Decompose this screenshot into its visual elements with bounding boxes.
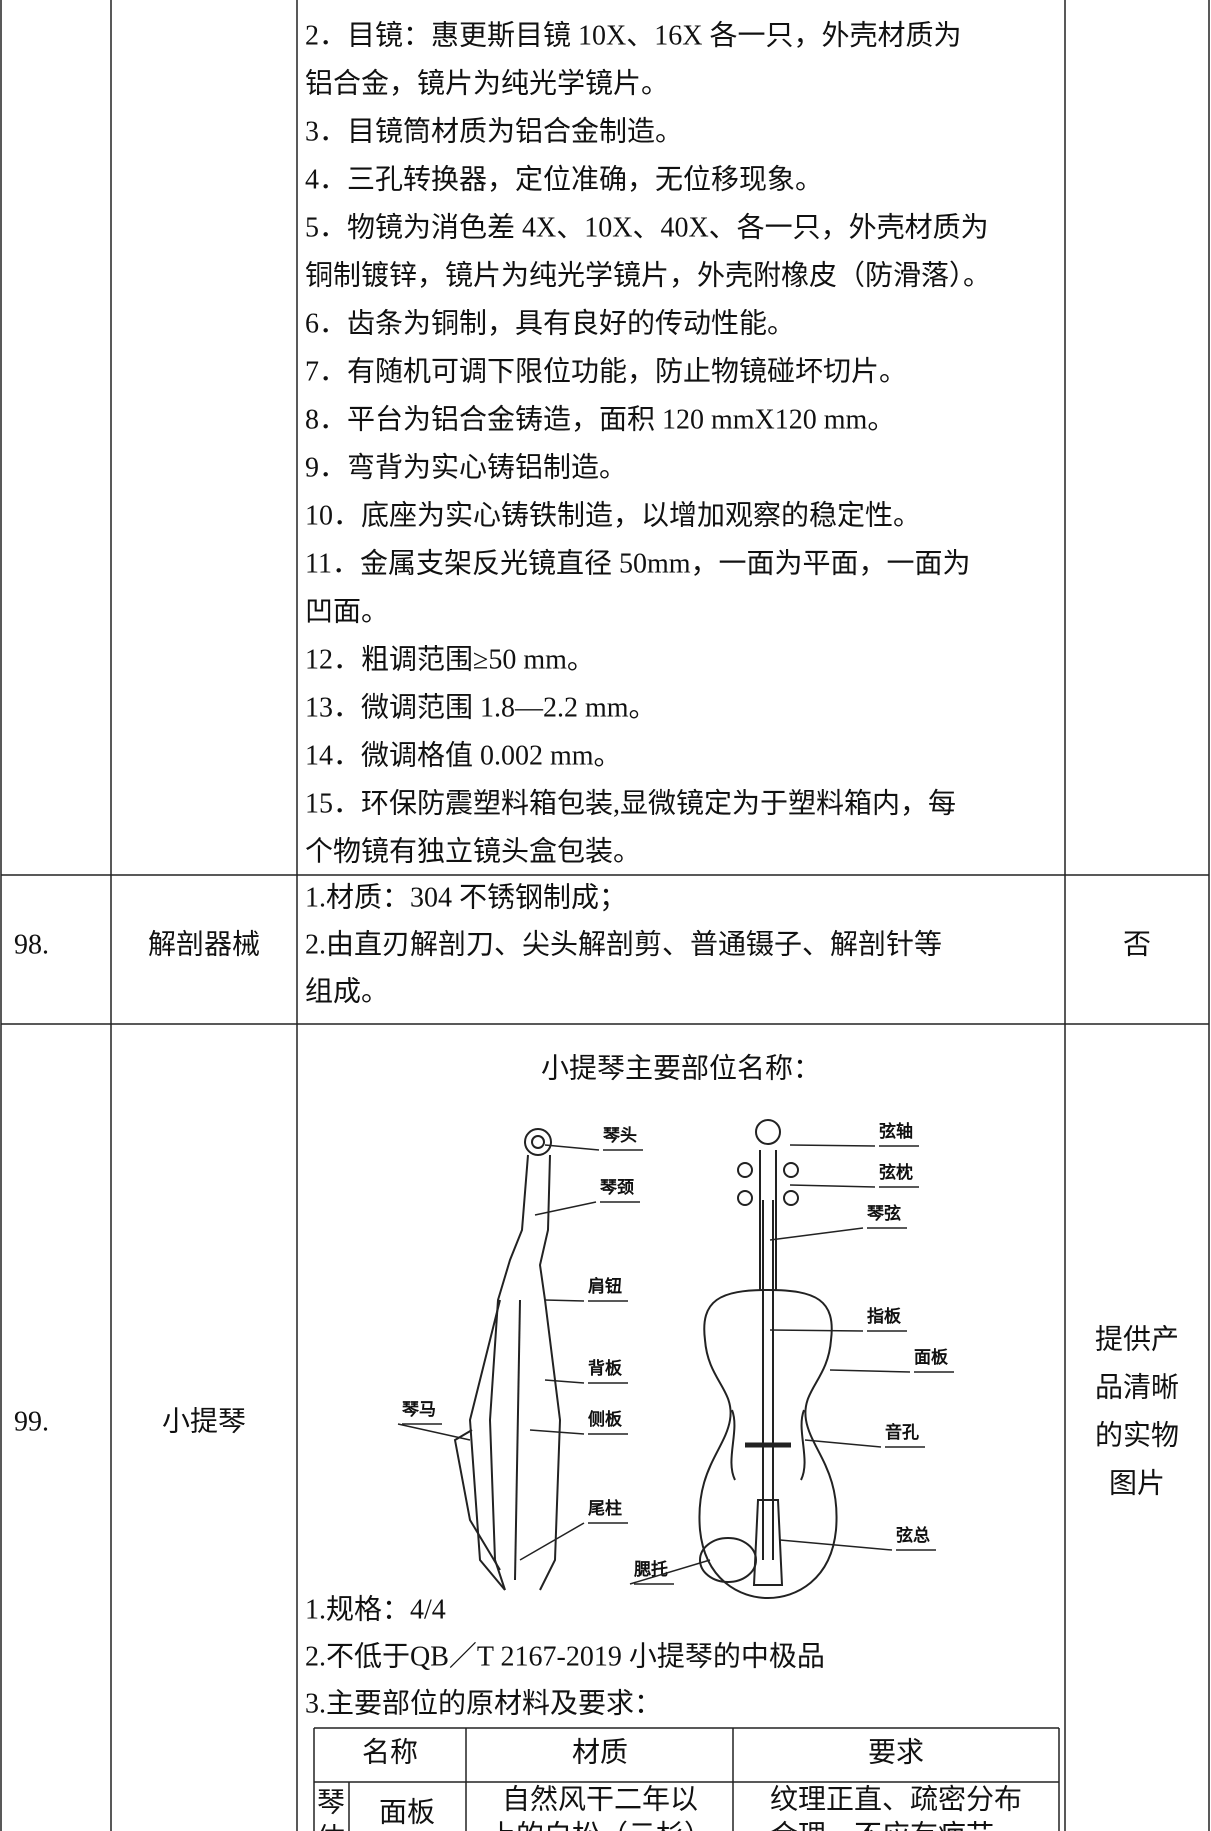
figure-title: 小提琴主要部位名称：	[541, 1052, 821, 1084]
figure-label: 弦总	[896, 1525, 930, 1546]
spec-line: 3．目镜筒材质为铝合金制造。	[305, 115, 683, 147]
spec-line: 11．金属支架反光镜直径 50mm，一面为平面，一面为	[305, 547, 971, 579]
spec-line: 1.规格：4/4	[305, 1593, 446, 1625]
item-note: 的实物	[1095, 1419, 1179, 1451]
figure-label: 背板	[588, 1358, 623, 1379]
leader-line	[519, 1522, 585, 1561]
sub-table-cell: 合理、不应有疤节、	[770, 1819, 1022, 1831]
spec-line: 9．弯背为实心铸铝制造。	[305, 451, 627, 483]
spec-line: 2．目镜：惠更斯目镜 10X、16X 各一只，外壳材质为	[305, 19, 961, 51]
figure-label: 琴弦	[867, 1203, 901, 1224]
leader-line	[544, 1144, 600, 1151]
leader-line	[529, 1429, 585, 1435]
leader-line	[544, 1299, 585, 1302]
spec-line: 12．粗调范围≥50 mm。	[305, 643, 595, 675]
leader-line	[789, 1144, 876, 1147]
leader-line	[829, 1369, 911, 1373]
figure-label: 音孔	[885, 1422, 919, 1443]
sub-table-cell: 纹理正直、疏密分布	[770, 1783, 1022, 1815]
spec-line: 3.主要部位的原材料及要求：	[305, 1687, 662, 1719]
leader-line	[534, 1201, 597, 1216]
figure-label: 琴马	[402, 1400, 436, 1420]
spec-line: 10．底座为实心铸铁制造，以增加观察的稳定性。	[305, 499, 921, 531]
figure-label: 琴头	[603, 1126, 637, 1146]
leader-line	[769, 1227, 864, 1241]
item-note: 提供产	[1095, 1323, 1179, 1355]
leader-line	[397, 1423, 471, 1441]
spec-line: 2.不低于QB／T 2167-2019 小提琴的中极品	[305, 1640, 825, 1672]
sub-table-header: 名称	[362, 1736, 418, 1768]
figure-label: 弦枕	[879, 1162, 913, 1183]
sub-table-cell: 上的白松（云杉）	[488, 1819, 712, 1831]
sub-table-cell: 自然风干二年以	[502, 1783, 698, 1815]
sub-table-cell: 面板	[379, 1796, 435, 1828]
item-name: 小提琴	[162, 1405, 246, 1437]
leader-line	[769, 1329, 864, 1332]
spec-line: 5．物镜为消色差 4X、10X、40X、各一只，外壳材质为	[305, 211, 989, 243]
figure-label: 面板	[914, 1347, 949, 1368]
sub-table-cell: 琴	[317, 1787, 345, 1818]
leader-line	[779, 1539, 893, 1551]
figure-label: 琴颈	[600, 1178, 634, 1198]
spec-line: 铝合金，镜片为纯光学镜片。	[305, 67, 669, 99]
figure-label: 肩钮	[588, 1276, 622, 1297]
spec-line: 铜制镀锌，镜片为纯光学镜片，外壳附橡皮（防滑落）。	[305, 259, 991, 291]
figure-label: 指板	[867, 1306, 902, 1327]
sub-table-header: 材质	[572, 1736, 628, 1768]
item-number: 99.	[14, 1406, 49, 1437]
spec-line: 个物镜有独立镜头盒包装。	[305, 835, 641, 867]
leader-line	[804, 1439, 882, 1448]
item-note: 图片	[1109, 1467, 1165, 1499]
leader-line	[544, 1379, 585, 1384]
figure-label: 尾柱	[588, 1498, 622, 1519]
spec-line: 15．环保防震塑料箱包装,显微镜定为于塑料箱内，每	[305, 787, 956, 819]
item-name: 解剖器械	[148, 928, 260, 960]
spec-line: 4．三孔转换器，定位准确，无位移现象。	[305, 163, 823, 195]
spec-line: 2.由直刃解剖刀、尖头解剖剪、普通镊子、解剖针等	[305, 928, 942, 960]
item-number: 98.	[14, 929, 49, 960]
spec-line: 6．齿条为铜制，具有良好的传动性能。	[305, 307, 795, 339]
figure-label: 腮托	[634, 1559, 668, 1580]
leader-line	[789, 1184, 876, 1188]
leader-line	[629, 1559, 711, 1585]
sub-table-header: 要求	[868, 1736, 924, 1768]
spec-line: 7．有随机可调下限位功能，防止物镜碰坏切片。	[305, 355, 907, 387]
figure-label: 弦轴	[879, 1121, 913, 1142]
spec-line: 凹面。	[305, 596, 389, 627]
violin-drawing	[453, 1119, 838, 1600]
spec-line: 组成。	[305, 975, 389, 1007]
spec-line: 8．平台为铝合金铸造，面积 120 mmX120 mm。	[305, 403, 895, 435]
sub-table-cell: 体	[317, 1822, 345, 1831]
spec-line: 13．微调范围 1.8—2.2 mm。	[305, 691, 657, 723]
figure-label: 侧板	[588, 1409, 623, 1430]
item-note: 品清晰	[1095, 1371, 1179, 1403]
spec-line: 14．微调格值 0.002 mm。	[305, 739, 622, 771]
spec-line: 1.材质：304 不锈钢制成；	[305, 881, 627, 913]
item-note: 否	[1123, 929, 1151, 960]
